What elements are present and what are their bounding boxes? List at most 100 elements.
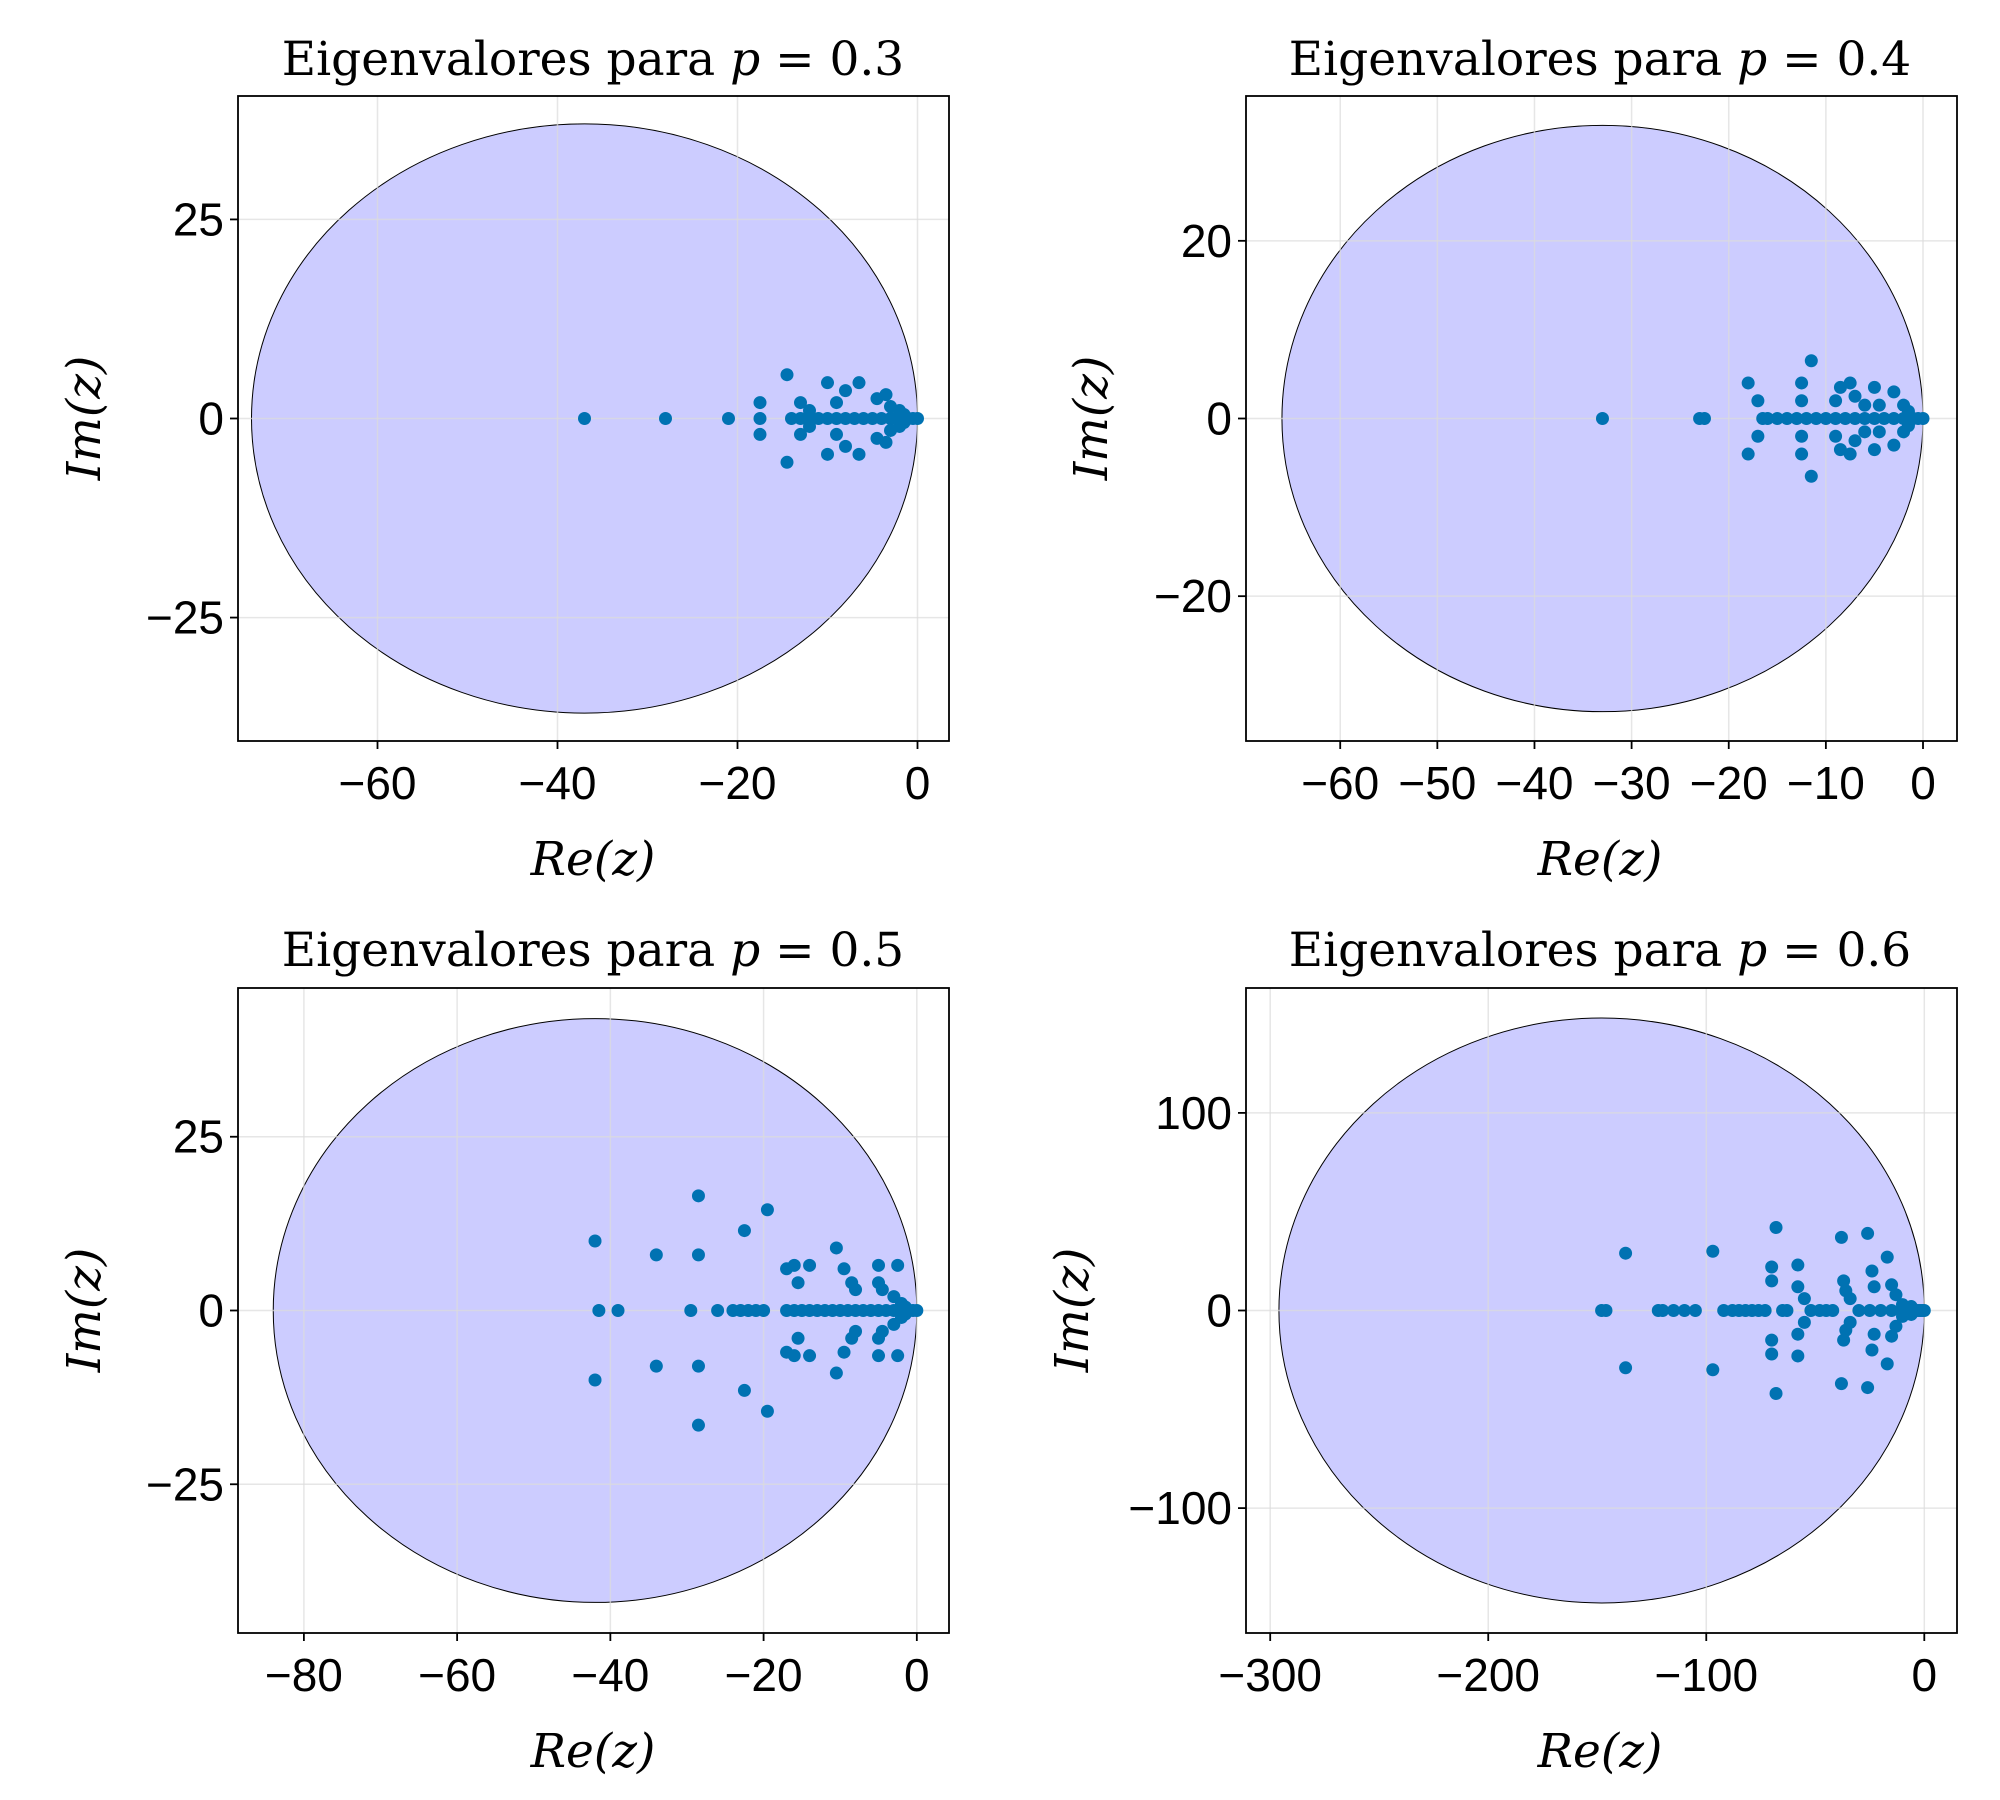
data-point (911, 412, 924, 425)
data-point (812, 412, 825, 425)
chart-panel-p03: Eigenvalores para p = 0.3 −60 −40 −20 0 −25 0… (57, 32, 950, 887)
data-point (1795, 394, 1809, 408)
plot-area: −80 −60 −40 −20 0 −25 0 25 (146, 987, 950, 1701)
data-point (891, 1258, 905, 1272)
y-tick-label: 0 (198, 1285, 224, 1337)
data-point (1834, 1377, 1848, 1391)
data-point (1829, 394, 1843, 408)
data-point (787, 1349, 801, 1363)
data-point (1797, 1315, 1811, 1329)
data-point (1867, 1280, 1881, 1294)
data-point (1595, 412, 1609, 425)
data-point (1865, 1264, 1879, 1278)
data-point (1863, 1304, 1877, 1317)
data-point (1834, 1230, 1848, 1244)
data-point (1741, 376, 1755, 390)
data-point (691, 1248, 705, 1262)
x-axis-label: Re(z) (530, 832, 656, 887)
data-point (1751, 394, 1765, 408)
plot-area: −300 −200 −100 0 −100 0 100 (1128, 987, 1958, 1701)
y-tick-label: 0 (1206, 393, 1232, 445)
x-tick-label: −50 (1398, 757, 1476, 809)
data-point (1877, 412, 1891, 425)
y-tick-label: −25 (146, 1458, 224, 1510)
data-point (791, 1331, 805, 1345)
data-point (1667, 1304, 1681, 1317)
data-point (1706, 1244, 1720, 1258)
data-point (821, 376, 834, 390)
x-tick-label: −40 (571, 1649, 649, 1701)
data-point (1848, 434, 1862, 448)
data-point (722, 412, 735, 425)
data-point (875, 1324, 889, 1338)
data-point (691, 1189, 705, 1203)
data-point (1804, 469, 1818, 483)
data-point (1795, 376, 1809, 390)
y-tick-label: −25 (146, 592, 224, 644)
data-point (1861, 1226, 1875, 1240)
data-point (794, 412, 807, 425)
data-point (787, 1258, 801, 1272)
data-point (830, 427, 843, 441)
data-point (1885, 1304, 1899, 1317)
data-point (1795, 429, 1809, 443)
data-point (803, 1258, 817, 1272)
data-point (875, 1283, 889, 1297)
data-point (1795, 447, 1809, 461)
data-point (857, 412, 870, 425)
plot-area: −60 −50 −40 −30 −20 −10 0 −20 0 20 (1154, 95, 1958, 809)
data-point (1889, 1319, 1903, 1333)
y-tick-label: 100 (1155, 1087, 1232, 1139)
data-point (1751, 429, 1765, 443)
data-point (1656, 1304, 1670, 1317)
data-point (1852, 1304, 1866, 1317)
data-point (711, 1304, 725, 1317)
x-tick-label: −40 (1495, 757, 1573, 809)
data-point (803, 412, 816, 425)
y-tick-label: 25 (173, 193, 224, 245)
data-point (1885, 1278, 1899, 1292)
x-tick-label: 0 (1911, 1649, 1937, 1701)
data-point (879, 435, 893, 449)
x-tick-label: −100 (1654, 1649, 1758, 1701)
data-point (1697, 412, 1711, 425)
data-point (592, 1304, 606, 1317)
data-point (1867, 380, 1881, 394)
data-point (684, 1304, 698, 1317)
y-axis-label: Im(z) (1064, 356, 1119, 482)
data-point (852, 376, 866, 390)
data-point (753, 396, 767, 410)
data-point (821, 447, 834, 461)
x-tick-label: −20 (725, 1649, 803, 1701)
x-tick-label: −80 (265, 1649, 343, 1701)
x-axis-label: Re(z) (1537, 1724, 1663, 1779)
data-point (1867, 443, 1881, 457)
data-point (1843, 1315, 1857, 1329)
data-point (837, 1345, 851, 1359)
data-point (794, 396, 807, 410)
data-point (839, 384, 852, 398)
data-point (1867, 412, 1881, 425)
data-point (1874, 1304, 1888, 1317)
data-point (821, 412, 834, 425)
x-tick-label: −20 (698, 757, 776, 809)
data-point (785, 412, 798, 425)
data-point (1819, 412, 1833, 425)
data-point (1770, 412, 1784, 425)
data-point (1765, 1260, 1779, 1274)
data-point (588, 1234, 602, 1248)
data-point (1791, 1327, 1805, 1341)
data-point (829, 1241, 843, 1255)
data-point (1677, 1304, 1691, 1317)
data-point (1861, 1381, 1875, 1395)
data-point (1887, 438, 1901, 452)
data-point (839, 412, 852, 425)
x-axis-label: Re(z) (1537, 832, 1663, 887)
data-point (1826, 1304, 1840, 1317)
data-point (872, 1349, 886, 1363)
data-point (794, 427, 807, 441)
data-point (852, 447, 866, 461)
data-point (848, 412, 861, 425)
data-point (837, 1262, 851, 1276)
